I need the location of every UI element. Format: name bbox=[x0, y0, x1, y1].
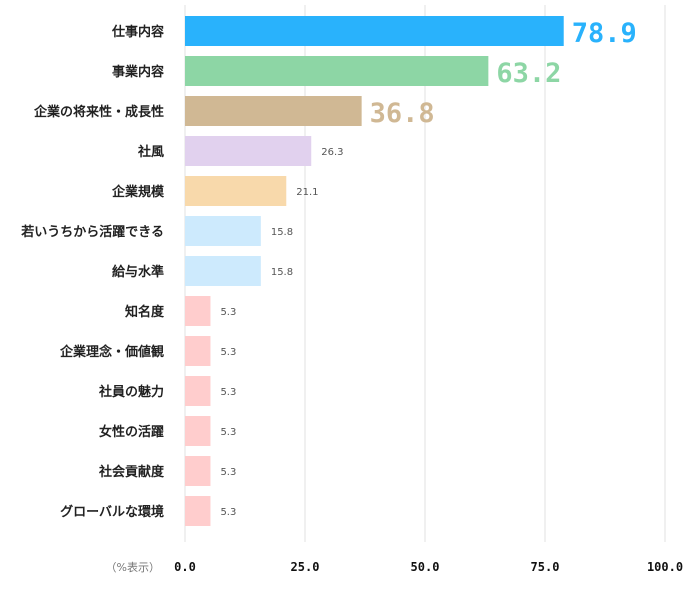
value-label: 15.8 bbox=[271, 267, 293, 278]
bar bbox=[185, 96, 362, 126]
category-label: 仕事内容 bbox=[111, 24, 164, 40]
value-label: 63.2 bbox=[496, 58, 561, 89]
bar bbox=[185, 136, 312, 166]
category-label: 知名度 bbox=[125, 304, 165, 320]
value-label: 5.3 bbox=[220, 427, 236, 438]
x-tick-label: 50.0 bbox=[411, 560, 440, 574]
category-label: グローバルな環境 bbox=[60, 504, 164, 520]
value-label: 5.3 bbox=[220, 307, 236, 318]
bar bbox=[185, 56, 489, 86]
value-label: 36.8 bbox=[370, 98, 435, 129]
bar bbox=[185, 216, 261, 246]
bar bbox=[185, 416, 211, 446]
value-label: 5.3 bbox=[220, 387, 236, 398]
x-unit-label: （%表示） bbox=[106, 560, 160, 574]
bar bbox=[185, 496, 211, 526]
category-label: 事業内容 bbox=[112, 64, 164, 80]
x-tick-label: 25.0 bbox=[291, 560, 320, 574]
x-tick-label: 100.0 bbox=[647, 560, 683, 574]
x-tick-label: 75.0 bbox=[531, 560, 560, 574]
value-label: 26.3 bbox=[321, 147, 343, 158]
bar bbox=[185, 16, 564, 46]
bar bbox=[185, 376, 211, 406]
category-label: 企業規模 bbox=[111, 184, 165, 200]
value-label: 21.1 bbox=[296, 187, 318, 198]
value-label: 15.8 bbox=[271, 227, 293, 238]
bar bbox=[185, 176, 287, 206]
value-label: 78.9 bbox=[572, 18, 637, 49]
value-label: 5.3 bbox=[220, 467, 236, 478]
category-label: 若いうちから活躍できる bbox=[20, 224, 164, 240]
category-label: 企業の将来性・成長性 bbox=[33, 104, 164, 120]
value-label: 5.3 bbox=[220, 347, 236, 358]
category-label: 企業理念・価値観 bbox=[59, 344, 164, 360]
category-label: 女性の活躍 bbox=[99, 424, 164, 440]
bar bbox=[185, 336, 211, 366]
value-label: 5.3 bbox=[220, 507, 236, 518]
bar bbox=[185, 456, 211, 486]
category-label: 給与水準 bbox=[112, 264, 164, 280]
category-label: 社会貢献度 bbox=[98, 464, 165, 480]
x-tick-label: 0.0 bbox=[174, 560, 196, 574]
bar bbox=[185, 256, 261, 286]
category-label: 社風 bbox=[137, 144, 164, 160]
bar bbox=[185, 296, 211, 326]
category-label: 社員の魅力 bbox=[98, 384, 164, 400]
